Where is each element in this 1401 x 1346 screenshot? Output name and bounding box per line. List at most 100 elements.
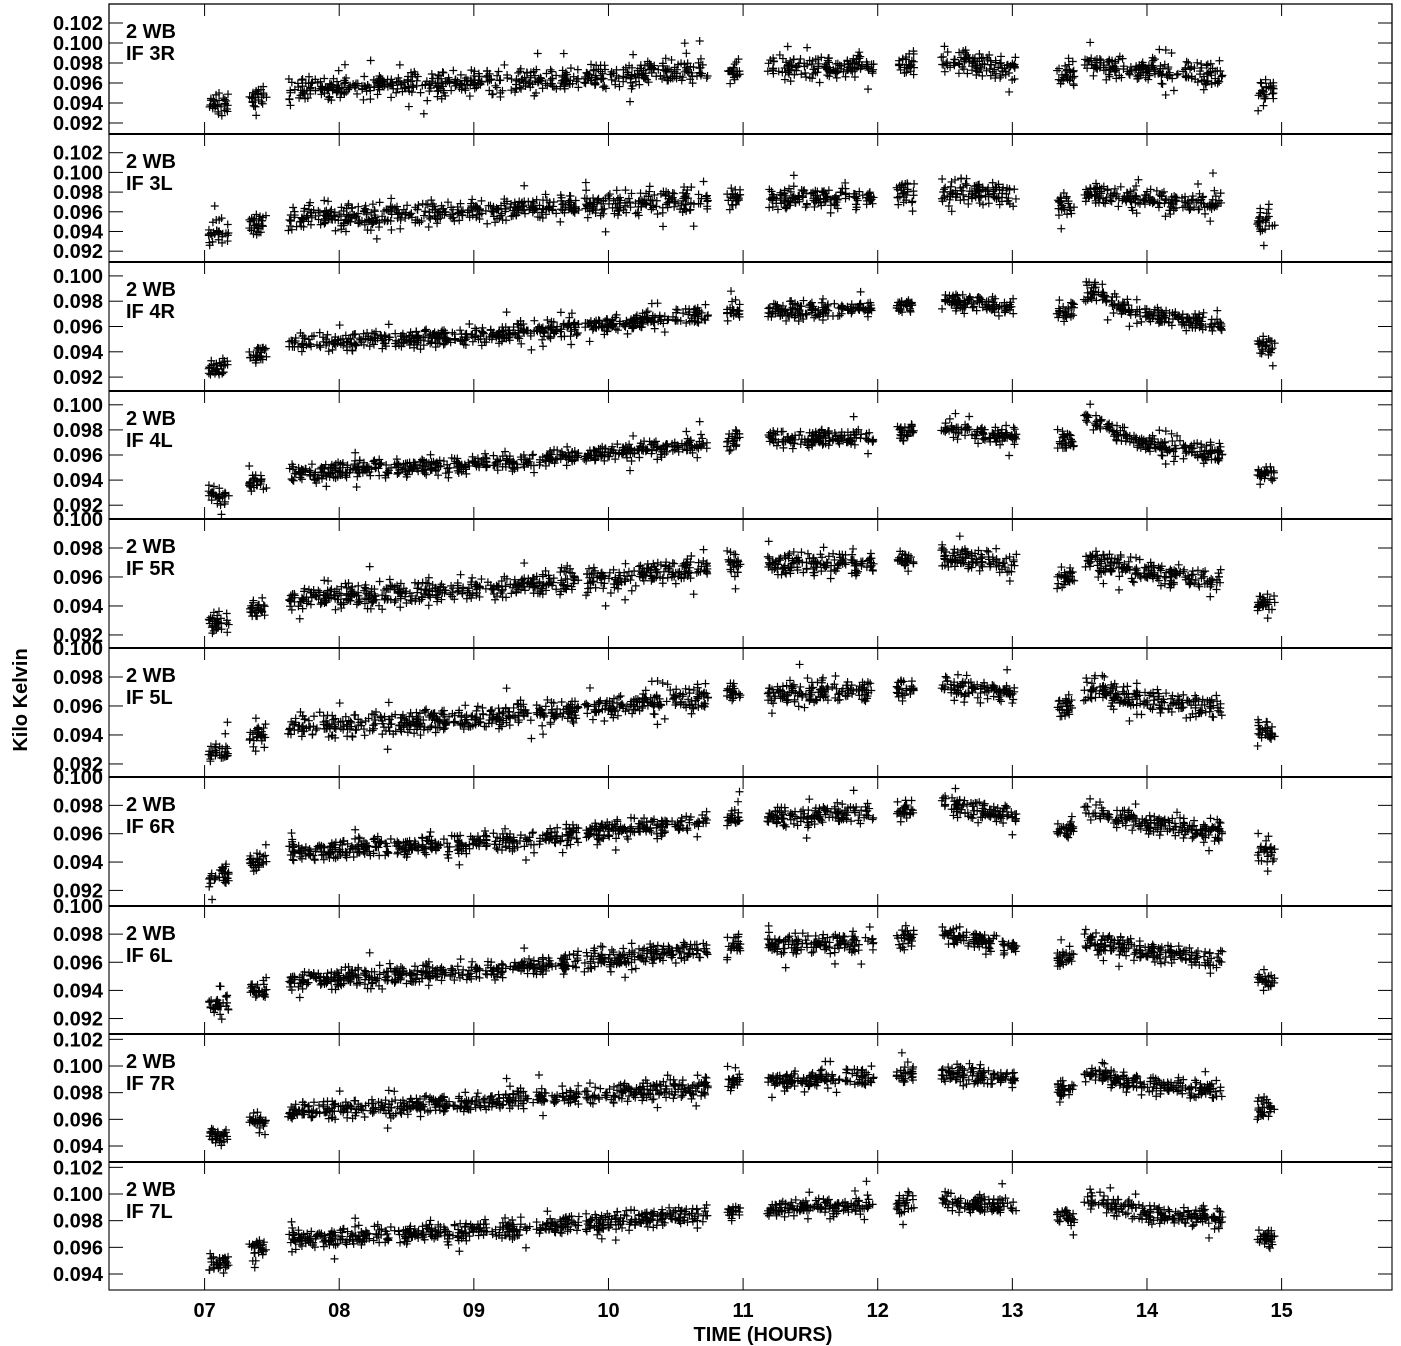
data-point	[728, 297, 737, 306]
data-point	[1262, 462, 1271, 471]
data-point	[826, 208, 835, 217]
data-point	[296, 91, 305, 100]
data-point	[329, 74, 338, 83]
data-point	[644, 78, 653, 87]
data-point	[465, 92, 474, 101]
data-point	[512, 76, 521, 85]
data-point	[1206, 217, 1215, 226]
data-point	[581, 178, 590, 187]
data-point	[502, 308, 511, 317]
data-point	[732, 58, 741, 67]
data-point	[1054, 313, 1063, 322]
data-point	[1092, 179, 1101, 188]
data-point	[1268, 89, 1277, 98]
data-point	[1213, 306, 1222, 315]
data-point	[387, 81, 396, 90]
data-point	[1259, 101, 1268, 110]
data-point	[546, 65, 555, 74]
data-point	[730, 73, 739, 82]
data-point	[641, 71, 650, 80]
data-point	[253, 89, 262, 98]
y-tick-label: 0.096	[53, 445, 103, 467]
data-point	[850, 73, 859, 82]
data-point	[370, 207, 379, 216]
data-point	[615, 82, 624, 91]
data-point	[681, 63, 690, 72]
data-point	[769, 57, 778, 66]
data-point	[404, 83, 413, 92]
data-point	[324, 197, 333, 206]
data-point	[729, 69, 738, 78]
data-point	[483, 219, 492, 228]
data-point	[336, 93, 345, 102]
data-point	[626, 97, 635, 106]
data-point	[1161, 460, 1170, 469]
panel-label-line2: IF 4R	[126, 301, 175, 323]
data-point	[349, 80, 358, 89]
data-point	[556, 308, 565, 317]
data-point	[441, 77, 450, 86]
data-point	[1125, 322, 1134, 331]
data-point	[1259, 241, 1268, 250]
data-point	[818, 294, 827, 303]
data-point	[204, 615, 213, 624]
data-point	[964, 199, 973, 208]
data-point	[868, 67, 877, 76]
data-point	[421, 81, 430, 90]
data-point	[785, 70, 794, 79]
data-point	[673, 65, 682, 74]
y-tick-label: 0.098	[53, 420, 103, 442]
data-point	[703, 72, 712, 81]
y-tick-label: 0.096	[53, 73, 103, 95]
data-point	[856, 287, 865, 296]
data-point	[405, 87, 414, 96]
data-point	[908, 207, 917, 216]
data-point	[556, 217, 565, 226]
data-point	[297, 347, 306, 356]
data-point	[443, 464, 452, 473]
data-point	[696, 54, 705, 63]
data-point	[629, 431, 638, 440]
data-point	[1256, 204, 1265, 213]
data-points	[205, 37, 1278, 120]
data-point	[285, 95, 294, 104]
data-point	[476, 80, 485, 89]
data-point	[653, 299, 662, 308]
data-point	[1161, 90, 1170, 99]
data-point	[563, 442, 572, 451]
data-point	[481, 449, 490, 458]
data-point	[1146, 185, 1155, 194]
data-point	[353, 89, 362, 98]
data-point	[369, 75, 378, 84]
data-point	[1109, 309, 1118, 318]
data-point	[412, 76, 421, 85]
data-point	[468, 195, 477, 204]
data-point	[524, 197, 533, 206]
data-point	[1055, 296, 1064, 305]
data-point	[378, 82, 387, 91]
data-point	[832, 73, 841, 82]
data-point	[1172, 70, 1181, 79]
data-point	[582, 186, 591, 195]
data-point	[764, 59, 773, 68]
data-point	[1208, 169, 1217, 178]
data-point	[864, 85, 873, 94]
y-tick-label: 0.094	[53, 470, 104, 492]
data-point	[1155, 426, 1164, 435]
data-point	[730, 60, 739, 69]
data-point	[375, 72, 384, 81]
data-point	[354, 581, 363, 590]
data-point	[520, 181, 529, 190]
data-point	[1137, 317, 1146, 326]
panel-label-line1: 2 WB	[126, 21, 176, 43]
data-point	[527, 345, 536, 354]
data-point	[561, 77, 570, 86]
data-point	[485, 86, 494, 95]
data-point	[593, 75, 602, 84]
data-point	[515, 83, 524, 92]
data-point	[461, 341, 470, 350]
data-point	[375, 577, 384, 586]
data-points	[204, 277, 1279, 379]
data-point	[342, 87, 351, 96]
